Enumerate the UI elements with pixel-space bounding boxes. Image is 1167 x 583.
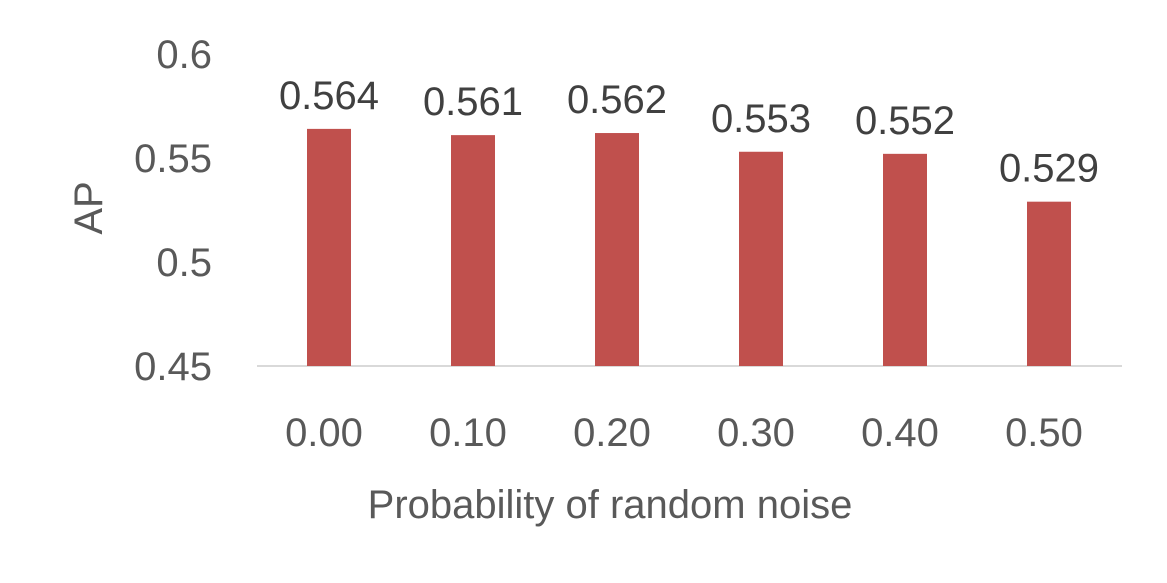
y-tick-label: 0.55	[134, 137, 212, 181]
x-tick-label: 0.50	[1005, 411, 1083, 455]
data-label: 0.564	[279, 74, 379, 118]
bar	[883, 153, 927, 366]
bar	[595, 133, 639, 366]
bar	[307, 128, 351, 366]
data-label: 0.552	[855, 99, 955, 143]
x-tick-label: 0.20	[573, 411, 651, 455]
y-tick-label: 0.5	[156, 241, 212, 285]
y-tick-label: 0.6	[156, 33, 212, 77]
y-tick-label: 0.45	[134, 345, 212, 389]
bar	[451, 135, 495, 366]
bar	[739, 151, 783, 366]
x-axis-label: Probability of random noise	[368, 483, 853, 527]
x-tick-label: 0.30	[717, 411, 795, 455]
data-label: 0.529	[999, 147, 1099, 191]
x-tick-label: 0.40	[861, 411, 939, 455]
x-tick-label: 0.10	[429, 411, 507, 455]
y-axis-label: AP	[67, 181, 111, 234]
bar	[1027, 201, 1071, 366]
data-label: 0.553	[711, 97, 811, 141]
x-tick-label: 0.00	[285, 411, 363, 455]
data-label: 0.561	[423, 80, 523, 124]
data-label: 0.562	[567, 78, 667, 122]
